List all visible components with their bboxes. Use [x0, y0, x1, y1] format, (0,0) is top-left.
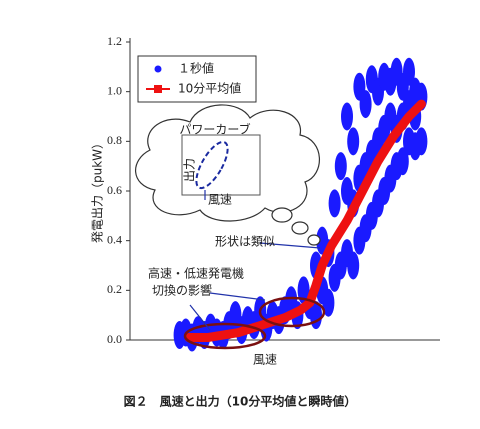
legend-swatch	[154, 85, 162, 93]
y-tick-label: 0.2	[107, 282, 122, 296]
y-axis-label: 発電出力（pukW）	[91, 137, 105, 243]
chart-title: 図２ 風速と出力（10分平均値と瞬時値）	[124, 394, 357, 409]
arrows	[189, 190, 321, 331]
point	[328, 189, 341, 218]
legend-label: 10分平均値	[178, 81, 241, 96]
y-tick-label: 1.2	[107, 34, 122, 48]
point	[322, 288, 335, 317]
legend-box	[137, 55, 257, 103]
point	[359, 90, 372, 119]
callout-line: 切換の影響	[152, 283, 212, 298]
legend-label: １秒値	[178, 61, 214, 76]
series-line	[184, 99, 426, 343]
point	[347, 127, 360, 156]
point	[403, 57, 415, 86]
y-tick-label: 0.6	[107, 183, 122, 197]
y-tick-label: 0.0	[107, 332, 122, 346]
y-tick-label: 0.4	[107, 232, 122, 246]
y-tick-label: 1.0	[107, 83, 122, 97]
legend: １秒値 10分平均値	[137, 55, 257, 103]
x-axis-label: 風速	[253, 353, 277, 367]
point	[347, 251, 360, 280]
point	[341, 102, 353, 131]
inset-y-label: 出力	[183, 158, 197, 182]
inset-title: パワーカーブ	[179, 122, 250, 137]
y-tick-label: 0.8	[107, 133, 122, 147]
legend-swatch	[154, 65, 162, 73]
callout-line: 高速・低速発電機	[148, 266, 244, 281]
plot-area	[126, 38, 440, 352]
inset-x-label: 風速	[208, 193, 232, 207]
highlight-ring	[258, 296, 326, 328]
note: 形状は類似	[215, 235, 275, 249]
point	[415, 127, 428, 156]
point	[396, 147, 409, 176]
highlight-ring	[183, 322, 267, 350]
point	[334, 152, 347, 181]
inset-chart	[181, 134, 261, 196]
